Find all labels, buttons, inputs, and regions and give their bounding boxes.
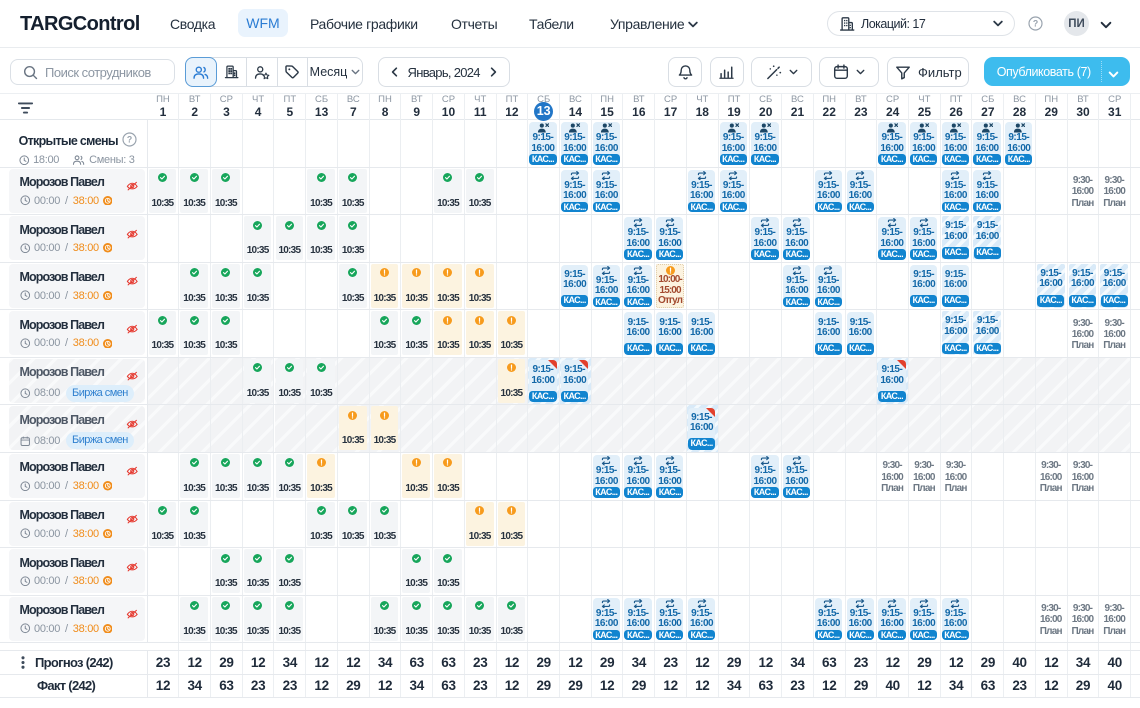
svg-text:?: ?: [1033, 19, 1038, 29]
svg-text:?: ?: [127, 135, 132, 145]
